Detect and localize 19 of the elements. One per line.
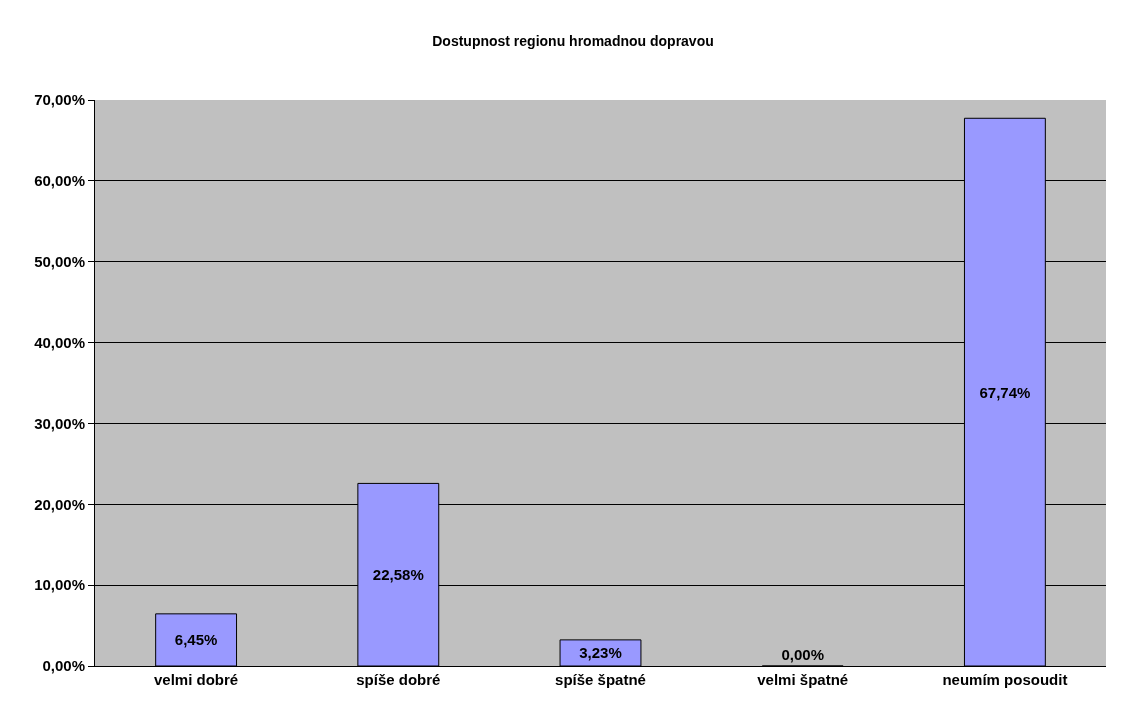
data-label: 22,58% xyxy=(372,566,424,584)
y-tick-label: 10,00% xyxy=(34,576,85,594)
x-tick-label: velmi dobré xyxy=(154,671,239,688)
x-tick-label: spíše dobré xyxy=(356,671,441,688)
y-tick-label: 20,00% xyxy=(34,495,85,513)
chart-title: Dostupnost regionu hromadnou dopravou xyxy=(432,32,714,49)
data-label: 0,00% xyxy=(781,646,824,663)
data-label: 3,23% xyxy=(579,644,622,662)
data-label: 6,45% xyxy=(174,631,218,649)
y-tick-label: 50,00% xyxy=(34,252,85,270)
x-tick-label: neumím posoudit xyxy=(942,671,1068,688)
y-tick-label: 60,00% xyxy=(34,172,85,190)
y-tick-label: 40,00% xyxy=(34,333,85,351)
y-tick-label: 0,00% xyxy=(42,657,85,675)
y-tick-label: 70,00% xyxy=(34,91,85,109)
data-label: 67,74% xyxy=(979,383,1031,401)
x-tick-label: spíše špatné xyxy=(555,671,646,688)
x-tick-label: velmi špatné xyxy=(757,671,849,688)
y-tick-label: 30,00% xyxy=(34,414,85,432)
